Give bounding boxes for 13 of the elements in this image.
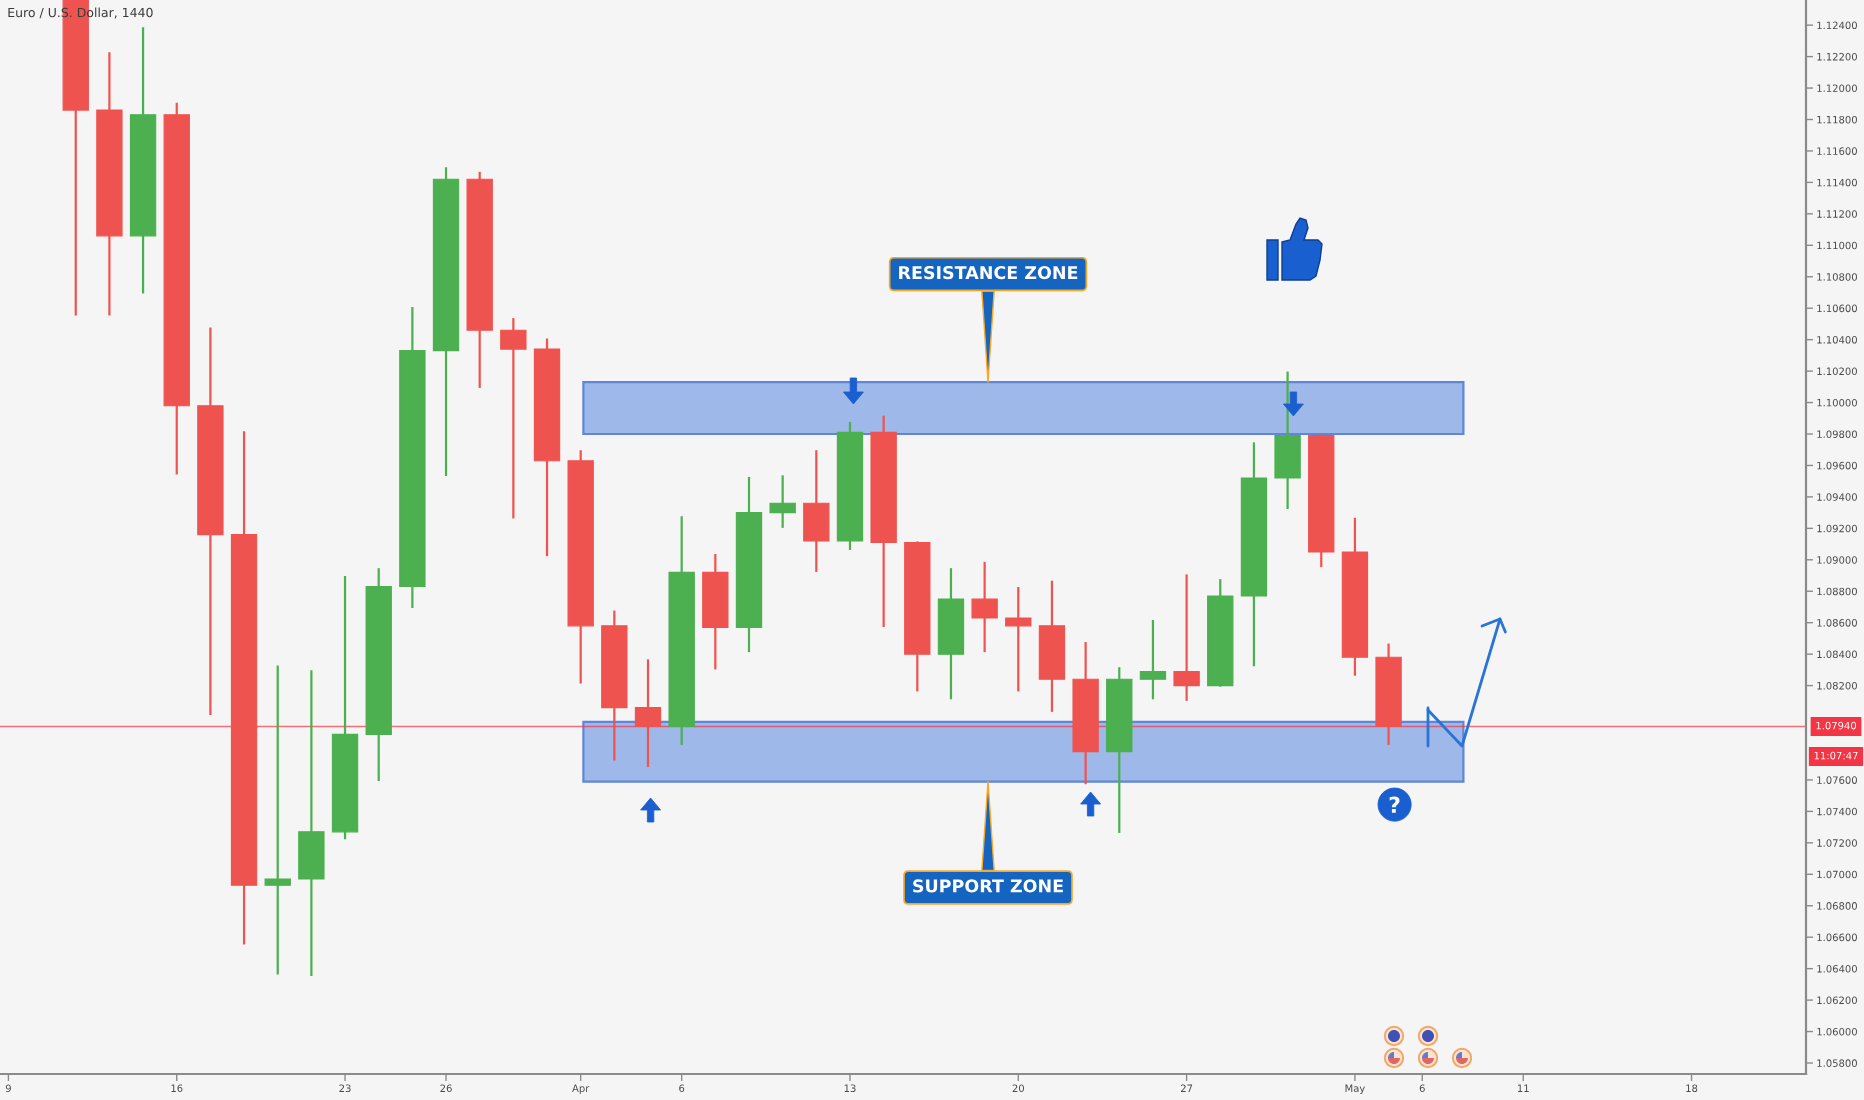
candlestick (298, 670, 325, 977)
candlestick (769, 475, 796, 528)
candlestick (1274, 371, 1301, 510)
candlestick (803, 450, 830, 572)
band-label: SUPPORT ZONE (913, 879, 1063, 893)
candlestick (264, 665, 291, 975)
band-label: RESISTANCE ZONE (899, 265, 1078, 280)
candlestick (500, 318, 527, 519)
candlestick (1173, 574, 1200, 701)
candlestick (1139, 620, 1167, 700)
candlestick (634, 659, 662, 767)
candlestick (971, 561, 998, 653)
candlestick (1005, 587, 1032, 692)
